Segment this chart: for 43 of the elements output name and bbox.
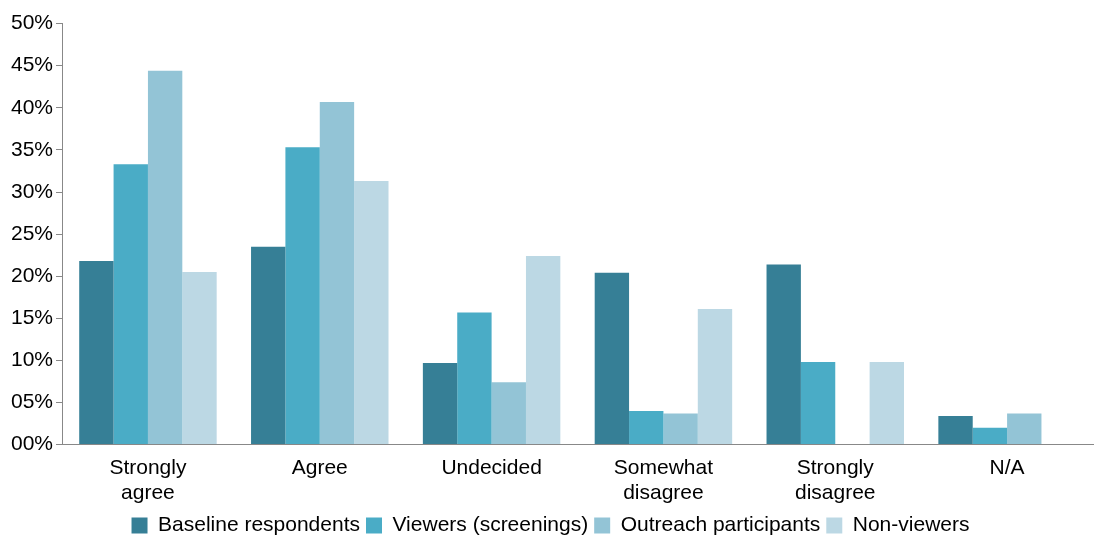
bar [938, 415, 973, 445]
legend-label: Baseline respondents [158, 512, 360, 536]
bar [319, 101, 355, 445]
y-tick-label: 30% [11, 178, 54, 202]
bar [594, 272, 630, 445]
y-tick-label: 50% [11, 10, 54, 34]
legend-label: Viewers (screenings) [392, 512, 589, 536]
y-tick-label: 35% [11, 136, 54, 160]
y-tick-label: 25% [11, 220, 54, 244]
y-tick-label: 10% [11, 347, 54, 371]
legend-label: Outreach participants [620, 512, 821, 536]
bar [182, 271, 217, 445]
x-tick-label: Somewhat disagree [613, 455, 714, 504]
bar [766, 264, 801, 445]
x-tick-label: N/A [989, 455, 1025, 478]
y-tick-label: 05% [11, 389, 54, 413]
bar [422, 362, 458, 445]
bar [663, 413, 698, 445]
bar [113, 164, 148, 445]
y-tick-label: 00% [11, 431, 54, 455]
bar [147, 70, 183, 445]
bar [491, 382, 526, 445]
legend-label: Non-viewers [852, 512, 970, 536]
bar [354, 181, 389, 445]
bar [629, 410, 664, 445]
y-tick-label: 20% [11, 263, 54, 286]
x-tick-label: Strongly disagree [794, 455, 876, 504]
bar [1007, 413, 1042, 445]
y-tick-label: 40% [11, 94, 54, 118]
bar [285, 147, 320, 445]
bar [251, 246, 286, 445]
bar [79, 261, 114, 445]
bar [869, 362, 904, 445]
x-tick-label: Undecided [441, 455, 542, 478]
bar [457, 312, 492, 445]
y-tick-label: 45% [11, 52, 54, 76]
bar [972, 427, 1008, 445]
bar [525, 255, 561, 445]
y-tick-label: 15% [11, 305, 54, 329]
bar [800, 362, 836, 445]
bar [697, 309, 733, 445]
x-tick-label: Agree [291, 455, 348, 478]
x-tick-label: Strongly agree [109, 455, 187, 504]
